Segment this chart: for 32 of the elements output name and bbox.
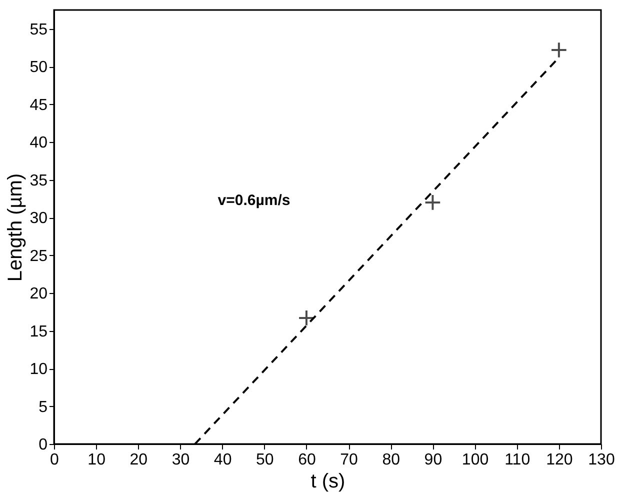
x-tick-label: 110 bbox=[504, 452, 530, 468]
x-tick-label: 70 bbox=[340, 452, 358, 468]
x-tick-label: 60 bbox=[298, 452, 316, 468]
x-tick-label: 10 bbox=[88, 452, 106, 468]
point bbox=[424, 194, 442, 211]
y-tick-label: 50 bbox=[30, 59, 48, 76]
x-tick-label: 80 bbox=[382, 452, 400, 468]
y-tick-label: 15 bbox=[30, 323, 48, 340]
x-tick-label: 120 bbox=[546, 452, 573, 468]
x-tick-label: 130 bbox=[588, 452, 615, 468]
x-tick-label: 50 bbox=[256, 452, 274, 468]
y-tick-label: 5 bbox=[38, 398, 48, 416]
point bbox=[298, 310, 315, 326]
y-tick-label: 45 bbox=[30, 96, 48, 114]
x-tick-label: 0 bbox=[50, 452, 60, 468]
y-axis-title: Length (µm) bbox=[4, 173, 27, 282]
x-tick-label: 20 bbox=[130, 452, 148, 468]
y-tick-label: 30 bbox=[30, 210, 48, 228]
annotation: v=0.6µm/s bbox=[218, 192, 290, 209]
y-tick-label: 35 bbox=[30, 172, 48, 190]
point bbox=[550, 42, 568, 58]
y-tick-label: 10 bbox=[30, 361, 48, 378]
y-tick-label: 20 bbox=[30, 286, 48, 303]
y-tick-label: 25 bbox=[30, 248, 48, 265]
x-tick-label: 30 bbox=[172, 452, 190, 468]
x-tick-label: 100 bbox=[462, 452, 489, 468]
x-tick-label: 90 bbox=[424, 452, 442, 468]
x-tick-label: 40 bbox=[214, 452, 232, 468]
x-axis-title: t (s) bbox=[310, 470, 346, 492]
y-tick-label: 0 bbox=[38, 436, 48, 454]
y-tick-label: 55 bbox=[30, 21, 48, 38]
y-tick-label: 40 bbox=[30, 134, 48, 152]
